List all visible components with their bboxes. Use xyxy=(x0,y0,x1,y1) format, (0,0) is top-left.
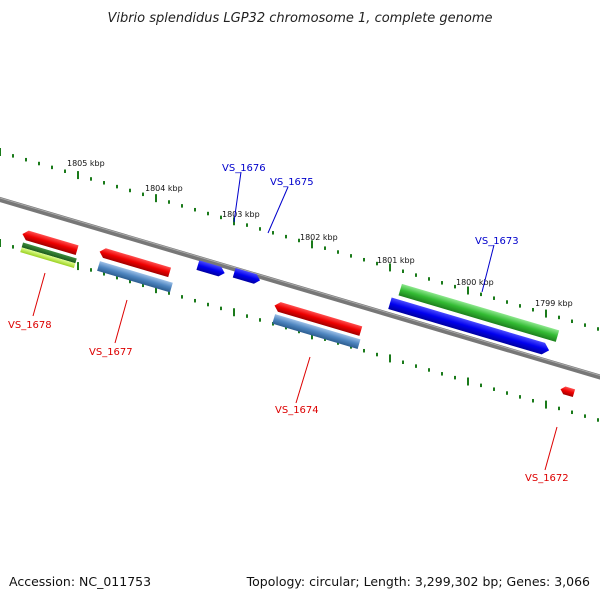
gene-label-vs1678[interactable]: VS_1678 xyxy=(8,320,52,331)
leader-line-vs1677 xyxy=(114,299,128,344)
gene-label-vs1677[interactable]: VS_1677 xyxy=(89,347,133,358)
scale-label: 1804 kbp xyxy=(145,184,183,193)
gene-feature-vs1673[interactable] xyxy=(398,283,560,342)
scale-label: 1803 kbp xyxy=(222,210,260,219)
gene-labels: VS_1678 VS_1677 VS_1676 VS_1675 VS_1673 … xyxy=(8,163,569,484)
gene-feature-forward[interactable] xyxy=(388,297,551,356)
map-title: Vibrio splendidus LGP32 chromosome 1, co… xyxy=(107,11,492,26)
leader-line-vs1675 xyxy=(267,186,289,234)
gene-label-vs1675[interactable]: VS_1675 xyxy=(270,177,314,188)
accession-text: Accession: NC_011753 xyxy=(9,574,151,589)
gene-feature-vs1678[interactable] xyxy=(20,242,77,269)
leader-line-vs1678 xyxy=(32,272,46,317)
leader-line-vs1673 xyxy=(481,244,495,293)
chromosome-backbone xyxy=(0,196,600,380)
gene-feature-vs1672[interactable] xyxy=(559,385,576,398)
gene-feature-red[interactable] xyxy=(21,229,79,255)
gene-feature-red[interactable] xyxy=(98,247,172,278)
scale-label: 1800 kbp xyxy=(456,278,494,287)
gene-feature-vs1675[interactable] xyxy=(232,267,262,285)
scale-labels: 1805 kbp 1804 kbp 1803 kbp 1802 kbp 1801… xyxy=(67,159,573,308)
leader-line-vs1674 xyxy=(295,356,311,404)
scale-label: 1801 kbp xyxy=(377,256,415,265)
gene-label-vs1673[interactable]: VS_1673 xyxy=(475,236,519,247)
genome-stats-text: Topology: circular; Length: 3,299,302 bp… xyxy=(246,574,590,589)
gene-label-vs1674[interactable]: VS_1674 xyxy=(275,405,319,416)
gene-feature-red[interactable] xyxy=(273,301,363,336)
gene-features xyxy=(20,229,576,398)
scale-label: 1799 kbp xyxy=(535,299,573,308)
gene-feature-vs1674[interactable] xyxy=(272,314,361,349)
leader-line-vs1672 xyxy=(544,426,558,471)
label-leaders xyxy=(32,171,558,471)
leader-line-vs1676 xyxy=(233,171,242,223)
gene-label-vs1672[interactable]: VS_1672 xyxy=(525,473,569,484)
scale-label: 1802 kbp xyxy=(300,233,338,242)
gene-feature-vs1677[interactable] xyxy=(97,261,173,293)
gene-feature-vs1676[interactable] xyxy=(196,260,226,278)
gene-label-vs1676[interactable]: VS_1676 xyxy=(222,163,266,174)
scale-label: 1805 kbp xyxy=(67,159,105,168)
chromosome-backbone-highlight xyxy=(0,197,600,377)
